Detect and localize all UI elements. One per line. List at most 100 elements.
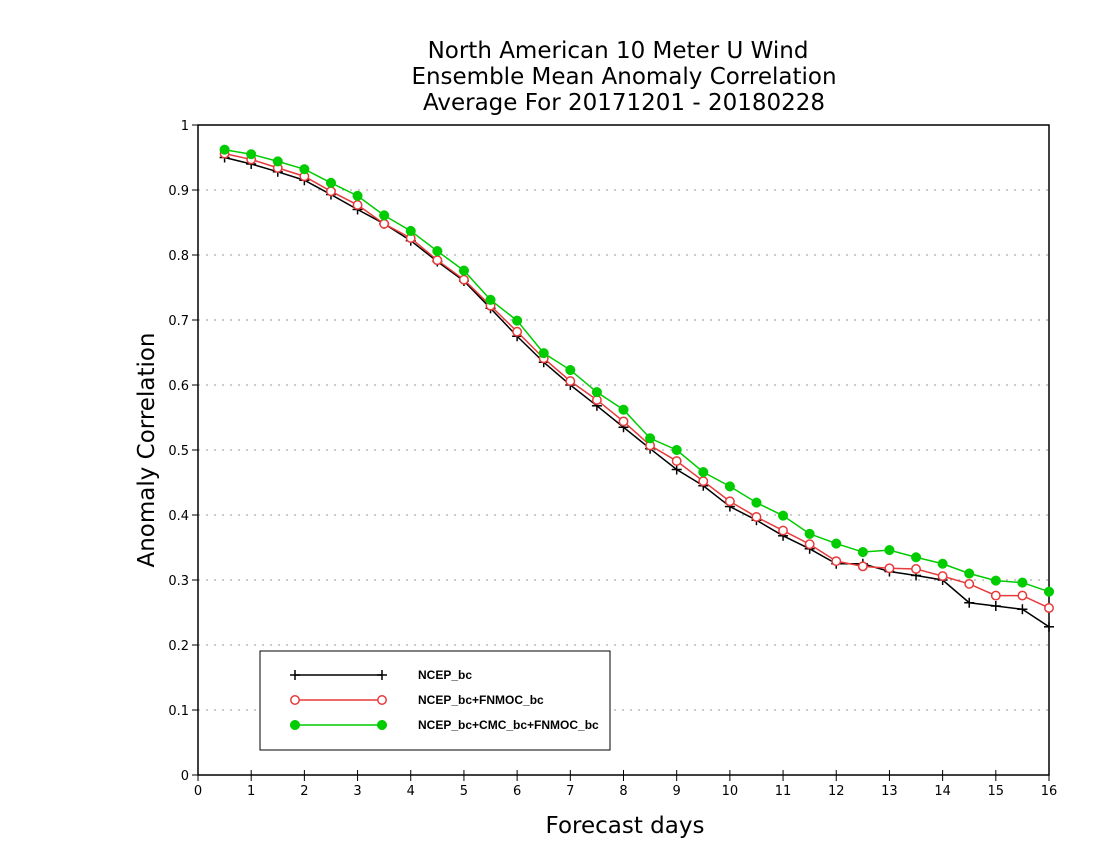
legend-marker xyxy=(377,695,387,705)
series-1 xyxy=(219,148,1054,613)
data-point xyxy=(1043,586,1055,597)
data-point xyxy=(671,464,682,475)
data-point xyxy=(432,246,443,257)
data-point xyxy=(246,149,257,160)
data-point xyxy=(964,578,975,589)
y-axis-label: Anomaly Correlation xyxy=(134,332,160,567)
data-point xyxy=(299,164,310,175)
y-tick-label: 0.2 xyxy=(168,639,189,654)
x-tick-label: 15 xyxy=(988,784,1005,799)
data-point xyxy=(618,404,629,415)
data-point xyxy=(352,200,363,210)
x-tick-label: 7 xyxy=(566,784,574,799)
data-point xyxy=(432,255,443,266)
data-point xyxy=(857,547,868,558)
legend: NCEP_bc NCEP_bc+FNMOC_bc NCEP_bc+CMC_bc+FN… xyxy=(259,650,611,751)
data-point xyxy=(698,476,709,487)
x-tick-label: 0 xyxy=(194,784,202,799)
data-point xyxy=(1017,590,1028,601)
data-point xyxy=(990,601,1001,611)
y-tick-label: 0.3 xyxy=(168,574,189,589)
chart-title-line-3: Average For 20171201 - 20180228 xyxy=(423,90,825,116)
series-2 xyxy=(219,144,1055,597)
data-point xyxy=(778,525,789,536)
chart-title: North American 10 Meter U Wind Ensemble … xyxy=(411,38,836,116)
data-point xyxy=(910,552,922,563)
x-tick-label: 8 xyxy=(619,784,627,799)
legend-marker xyxy=(290,670,300,680)
data-point xyxy=(1044,603,1054,613)
y-tick-label: 1 xyxy=(181,119,189,134)
data-point xyxy=(831,556,842,567)
data-point xyxy=(964,568,975,579)
legend-marker xyxy=(290,695,300,705)
legend-marker xyxy=(289,719,301,731)
data-point xyxy=(326,186,336,197)
data-point xyxy=(751,512,762,522)
data-point xyxy=(698,467,709,478)
data-point xyxy=(1017,577,1028,588)
legend-item: NCEP_bc+CMC_bc+FNMOC_bc xyxy=(289,718,599,732)
y-tick-label: 0.9 xyxy=(168,184,189,199)
data-point xyxy=(804,528,815,539)
data-point xyxy=(565,365,576,376)
data-point xyxy=(724,496,735,507)
y-tick-label: 0.1 xyxy=(168,704,189,719)
data-point xyxy=(1044,621,1054,632)
data-point xyxy=(990,590,1001,601)
legend-label: NCEP_bc xyxy=(418,668,472,682)
x-tick-label: 2 xyxy=(300,784,308,799)
y-axis-ticks: 0 0.1 0.2 0.3 0.4 0.5 0.6 0.7 0.8 0.9 1 xyxy=(168,119,198,784)
data-point xyxy=(645,433,656,444)
y-tick-label: 0 xyxy=(181,769,189,784)
x-tick-label: 6 xyxy=(513,784,521,799)
data-point xyxy=(671,456,682,466)
gridlines xyxy=(198,189,1049,711)
x-tick-label: 16 xyxy=(1041,784,1058,799)
data-point xyxy=(724,481,735,492)
x-tick-label: 9 xyxy=(673,784,681,799)
y-tick-label: 0.4 xyxy=(168,509,189,524)
data-point xyxy=(937,558,948,569)
series-line xyxy=(224,156,1050,628)
data-point xyxy=(618,416,629,427)
data-point xyxy=(485,294,496,305)
data-point xyxy=(751,497,762,508)
y-tick-label: 0.7 xyxy=(168,314,189,329)
chart-title-line-2: Ensemble Mean Anomaly Correlation xyxy=(411,64,836,90)
data-point xyxy=(778,510,789,521)
x-axis-ticks: 0 1 2 3 4 5 6 7 8 9 10 11 12 13 14 15 16 xyxy=(194,770,1057,799)
data-point xyxy=(405,225,416,236)
data-point xyxy=(352,190,363,201)
data-point xyxy=(831,538,842,549)
legend-item: NCEP_bc+FNMOC_bc xyxy=(290,693,544,707)
y-tick-label: 0.8 xyxy=(168,249,189,264)
data-point xyxy=(512,315,523,326)
x-tick-label: 11 xyxy=(775,784,792,799)
data-point xyxy=(219,144,230,155)
data-point xyxy=(857,561,868,572)
legend-label: NCEP_bc+CMC_bc+FNMOC_bc xyxy=(418,718,599,732)
series-line xyxy=(224,152,1050,609)
data-point xyxy=(379,218,390,229)
legend-item: NCEP_bc xyxy=(290,668,472,682)
x-tick-label: 4 xyxy=(407,784,415,799)
data-point xyxy=(458,265,469,276)
data-point xyxy=(565,376,576,387)
data-point xyxy=(884,563,895,574)
x-axis-label: Forecast days xyxy=(546,813,705,839)
x-tick-label: 3 xyxy=(353,784,361,799)
data-point xyxy=(964,597,975,608)
x-tick-label: 13 xyxy=(881,784,898,799)
chart-title-line-1: North American 10 Meter U Wind xyxy=(428,38,809,64)
x-tick-label: 14 xyxy=(934,784,951,799)
data-point xyxy=(512,326,523,337)
data-point xyxy=(325,177,337,188)
data-point xyxy=(1017,604,1028,615)
series-line xyxy=(224,148,1050,593)
x-tick-label: 10 xyxy=(722,784,739,799)
data-point xyxy=(911,564,921,574)
data-point xyxy=(990,575,1001,586)
legend-marker xyxy=(377,670,387,680)
